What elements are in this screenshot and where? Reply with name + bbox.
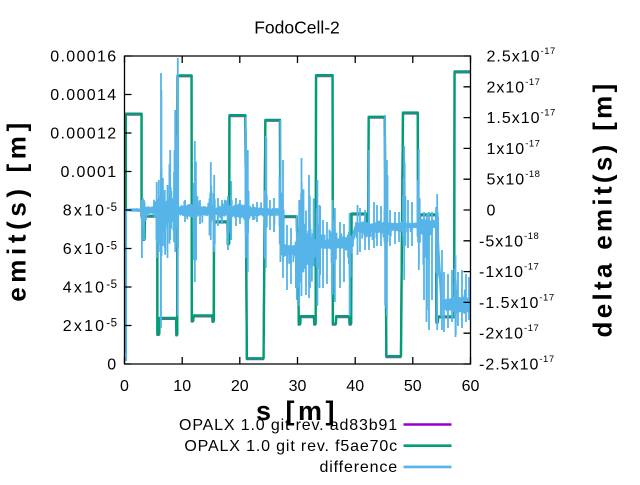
svg-text:4x10-5: 4x10-5 [63, 279, 118, 297]
svg-text:50: 50 [404, 378, 422, 395]
svg-text:-1.5x10-17: -1.5x10-17 [479, 292, 555, 312]
svg-text:2.5x10-17: 2.5x10-17 [487, 46, 556, 66]
svg-text:0: 0 [120, 378, 129, 395]
svg-text:OPALX 1.0 git rev. ad83b91: OPALX 1.0 git rev. ad83b91 [179, 417, 398, 434]
svg-text:0: 0 [107, 357, 117, 374]
svg-text:0.00012: 0.00012 [50, 126, 117, 143]
svg-text:20: 20 [231, 378, 249, 395]
svg-text:0: 0 [487, 203, 497, 220]
svg-text:0.00016: 0.00016 [50, 49, 117, 66]
svg-text:8x10-5: 8x10-5 [63, 202, 118, 220]
svg-text:-5x10-18: -5x10-18 [479, 231, 539, 251]
svg-text:30: 30 [289, 378, 307, 395]
svg-text:FodoCell-2: FodoCell-2 [254, 18, 340, 38]
svg-text:-1x10-17: -1x10-17 [479, 262, 539, 282]
svg-text:-2x10-17: -2x10-17 [479, 323, 539, 343]
svg-text:40: 40 [346, 378, 364, 395]
svg-text:6x10-5: 6x10-5 [63, 240, 118, 258]
svg-text:-2.5x10-17: -2.5x10-17 [479, 354, 555, 374]
svg-text:0.0001: 0.0001 [60, 164, 117, 181]
svg-text:1.5x10-17: 1.5x10-17 [487, 108, 556, 128]
svg-text:60: 60 [462, 378, 480, 395]
svg-text:2x10-5: 2x10-5 [63, 317, 118, 335]
svg-text:s [m]: s [m] [256, 396, 338, 426]
svg-text:delta emit(s) [m]: delta emit(s) [m] [588, 81, 618, 338]
svg-text:0.00014: 0.00014 [50, 87, 117, 104]
svg-text:difference: difference [320, 459, 398, 476]
svg-text:emit(s) [m]: emit(s) [m] [2, 118, 32, 302]
svg-text:10: 10 [173, 378, 191, 395]
svg-text:OPALX 1.0 git rev. f5ae70c: OPALX 1.0 git rev. f5ae70c [184, 438, 398, 455]
